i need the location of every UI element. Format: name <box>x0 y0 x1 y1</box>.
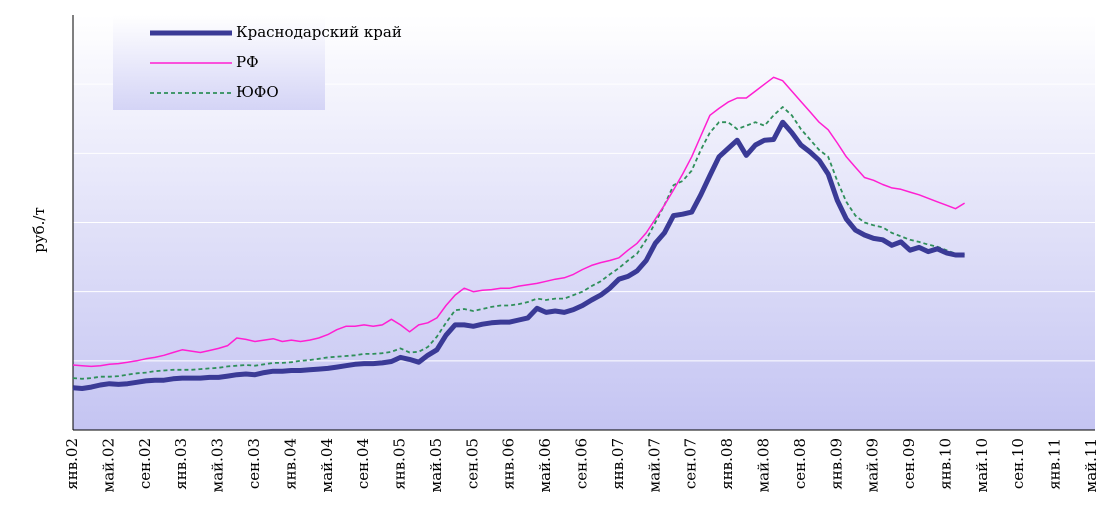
series-line <box>72 106 965 380</box>
x-tick-label: янв.05 <box>391 438 409 490</box>
x-tick-label: янв.06 <box>500 438 518 490</box>
x-tick-label: май.02 <box>99 438 117 492</box>
x-tick-label: сен.09 <box>900 438 918 489</box>
x-tick-label: май.05 <box>427 438 445 492</box>
x-tick-label: сен.06 <box>573 438 591 489</box>
x-tick-label: сен.05 <box>463 438 481 489</box>
series-line <box>72 119 965 391</box>
x-tick-label: янв.04 <box>281 438 299 490</box>
legend-label: РФ <box>236 53 259 71</box>
x-tick-label: май.10 <box>973 438 991 492</box>
y-axis-label: руб./т <box>30 207 48 253</box>
x-tick-label: янв.11 <box>1046 438 1064 490</box>
x-tick-label: май.11 <box>1082 438 1098 492</box>
x-tick-label: май.04 <box>318 438 336 492</box>
x-tick-label: сен.03 <box>245 438 263 489</box>
x-tick-label: янв.02 <box>63 438 81 490</box>
x-tick-label: май.06 <box>536 438 554 492</box>
series-line <box>72 76 965 368</box>
x-tick-label: янв.03 <box>172 438 190 490</box>
x-tick-label: янв.10 <box>936 438 954 490</box>
x-tick-label: сен.02 <box>136 438 154 489</box>
legend-label: ЮФО <box>236 83 279 101</box>
x-tick-label: янв.09 <box>827 438 845 490</box>
x-tick-label: янв.07 <box>609 438 627 490</box>
x-tick-label: май.07 <box>645 438 663 492</box>
x-tick-label: май.08 <box>754 438 772 492</box>
x-tick-label: май.09 <box>864 438 882 492</box>
x-tick-label: май.03 <box>209 438 227 492</box>
x-tick-label: янв.08 <box>718 438 736 490</box>
legend-label: Краснодарский край <box>236 23 402 41</box>
x-tick-label: сен.08 <box>791 438 809 489</box>
x-tick-label: сен.07 <box>682 438 700 489</box>
x-tick-label: сен.10 <box>1009 438 1027 489</box>
x-tick-label: сен.04 <box>354 438 372 489</box>
